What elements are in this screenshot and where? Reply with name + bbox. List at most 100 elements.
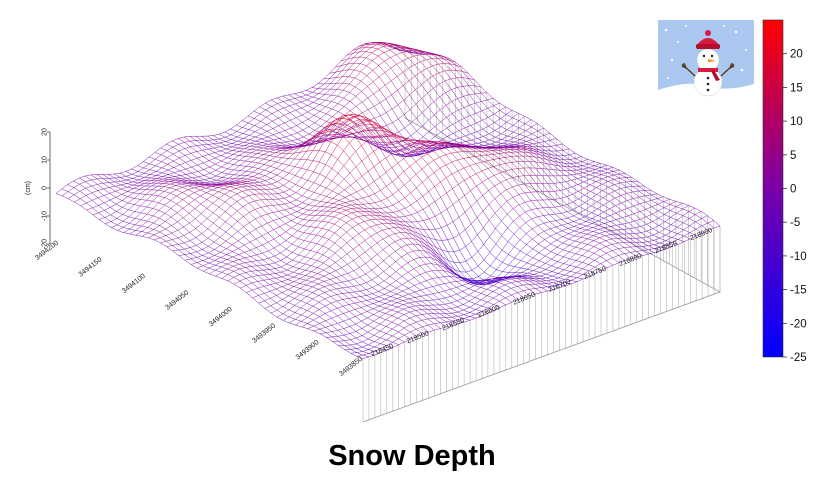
mesh-line bbox=[366, 295, 373, 299]
mesh-line bbox=[262, 252, 269, 259]
mesh-line bbox=[299, 283, 307, 286]
mesh-line bbox=[123, 223, 130, 228]
mesh-line bbox=[110, 203, 117, 208]
mesh-line bbox=[316, 234, 323, 238]
mesh-line bbox=[297, 232, 305, 239]
mesh-line bbox=[462, 77, 469, 79]
mesh-line bbox=[166, 239, 173, 242]
mesh-line bbox=[503, 277, 510, 280]
mesh-line bbox=[275, 150, 282, 153]
mesh-line bbox=[440, 326, 447, 329]
mesh-line bbox=[282, 170, 290, 174]
mesh-line bbox=[452, 323, 459, 326]
mesh-line bbox=[313, 161, 320, 172]
mesh-line bbox=[329, 252, 336, 259]
mesh-line bbox=[349, 309, 356, 312]
mesh-line bbox=[618, 253, 625, 256]
mesh-line bbox=[343, 150, 350, 159]
mesh-line bbox=[244, 241, 251, 246]
mesh-line bbox=[295, 168, 302, 176]
mesh-line bbox=[483, 252, 491, 261]
mesh-line bbox=[414, 61, 421, 65]
mesh-line bbox=[181, 181, 188, 184]
mesh-line bbox=[215, 264, 222, 268]
mesh-line bbox=[317, 260, 324, 264]
mesh-line bbox=[309, 227, 317, 235]
mesh-line bbox=[151, 180, 158, 184]
mesh-line bbox=[378, 135, 386, 145]
mesh-line bbox=[139, 193, 147, 195]
mesh-line bbox=[253, 179, 260, 183]
mesh-line bbox=[441, 224, 448, 228]
mesh-line bbox=[487, 304, 494, 309]
mesh-line bbox=[313, 316, 320, 321]
mesh-line bbox=[288, 152, 295, 159]
mesh-line bbox=[592, 220, 599, 224]
mesh-line bbox=[456, 70, 463, 72]
mesh-line bbox=[594, 167, 601, 170]
mesh-line bbox=[601, 168, 608, 172]
mesh-line bbox=[336, 308, 344, 314]
mesh-line bbox=[195, 237, 203, 243]
mesh-line bbox=[352, 249, 360, 257]
mesh-line bbox=[658, 221, 665, 226]
mesh-line bbox=[537, 222, 544, 226]
mesh-line bbox=[359, 251, 366, 257]
mesh-line bbox=[446, 188, 453, 194]
mesh-line bbox=[607, 174, 614, 177]
mesh-line bbox=[334, 247, 342, 254]
mesh-line bbox=[413, 265, 420, 269]
mesh-line bbox=[498, 284, 506, 289]
mesh-line bbox=[415, 305, 422, 307]
mesh-line bbox=[323, 266, 330, 271]
mesh-line bbox=[533, 267, 540, 271]
mesh-line bbox=[394, 238, 401, 242]
mesh-line bbox=[540, 157, 547, 160]
mesh-line bbox=[269, 269, 276, 274]
mesh-line bbox=[135, 230, 142, 232]
mesh-line bbox=[232, 261, 240, 265]
mesh-line bbox=[476, 119, 483, 124]
mesh-line bbox=[233, 155, 240, 160]
mesh-line bbox=[422, 182, 429, 192]
mesh-line bbox=[444, 69, 451, 72]
mesh-line bbox=[474, 287, 481, 292]
mesh-line bbox=[453, 249, 460, 253]
mesh-line bbox=[330, 132, 338, 142]
mesh-line bbox=[475, 313, 483, 316]
mesh-line bbox=[224, 197, 231, 203]
mesh-line bbox=[377, 254, 384, 261]
mesh-line bbox=[430, 247, 437, 256]
mesh-line bbox=[194, 208, 202, 214]
mesh-line bbox=[80, 198, 87, 204]
mesh-line bbox=[314, 206, 322, 211]
mesh-line bbox=[646, 213, 653, 218]
mesh-line bbox=[393, 212, 400, 218]
mesh-line bbox=[281, 269, 288, 273]
mesh-line bbox=[258, 169, 265, 174]
mesh-line bbox=[237, 206, 244, 212]
mesh-line bbox=[158, 202, 165, 206]
mesh-line bbox=[309, 215, 316, 221]
mesh-line bbox=[362, 197, 370, 204]
mesh-line bbox=[114, 172, 121, 175]
mesh-line bbox=[526, 248, 533, 255]
mesh-line bbox=[377, 249, 384, 255]
mesh-line bbox=[271, 193, 279, 200]
mesh-line bbox=[153, 225, 160, 230]
mesh-line bbox=[212, 207, 220, 213]
mesh-line bbox=[455, 276, 463, 281]
mesh-line bbox=[182, 199, 189, 205]
mesh-line bbox=[535, 292, 542, 295]
mesh-line bbox=[233, 160, 240, 165]
mesh-line bbox=[440, 117, 447, 122]
mesh-line bbox=[164, 200, 171, 206]
mesh-line bbox=[154, 239, 161, 244]
mesh-line bbox=[178, 148, 185, 152]
mesh-line bbox=[251, 149, 257, 154]
mesh-line bbox=[268, 247, 275, 252]
mesh-line bbox=[187, 181, 194, 184]
mesh-line bbox=[289, 103, 296, 107]
mesh-line bbox=[540, 162, 547, 164]
mesh-line bbox=[451, 311, 458, 314]
